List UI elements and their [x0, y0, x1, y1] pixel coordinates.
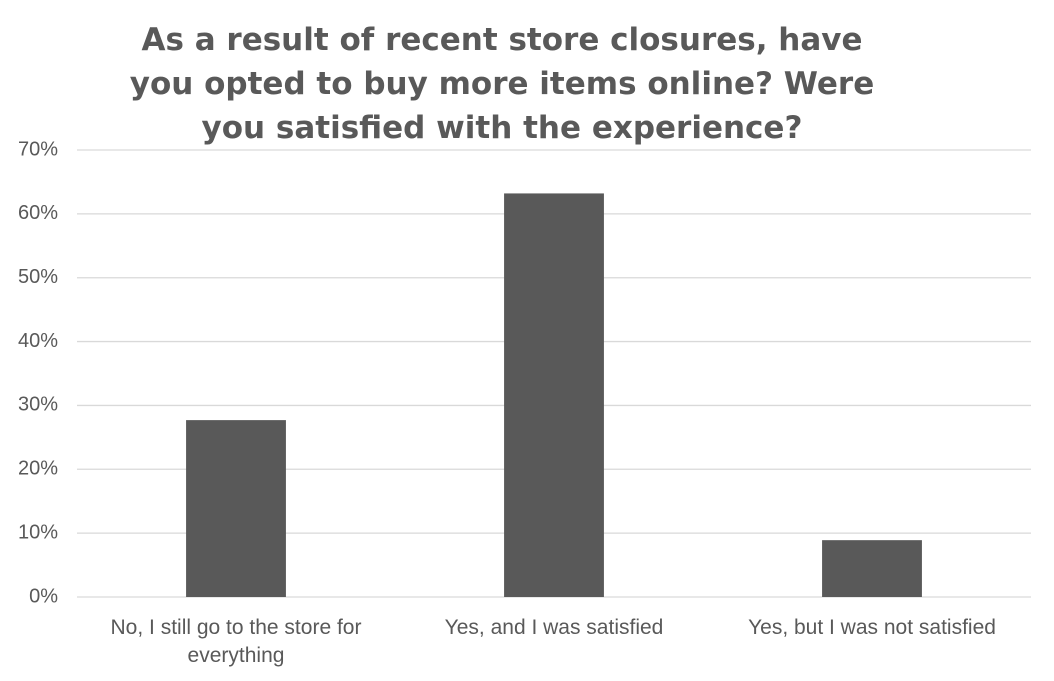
y-tick-label: 70%: [18, 138, 58, 160]
y-tick-label: 50%: [18, 266, 58, 288]
y-tick-label: 0%: [29, 585, 58, 607]
bar: [822, 540, 922, 597]
bar: [186, 420, 286, 597]
x-tick-label: Yes, and I was satisfied: [444, 616, 664, 639]
x-tick-label: No, I still go to the store for everythi…: [110, 616, 362, 667]
y-tick-label: 10%: [18, 521, 58, 543]
y-tick-label: 20%: [18, 458, 58, 480]
y-tick-label: 40%: [18, 330, 58, 352]
bar: [504, 193, 604, 597]
y-tick-label: 60%: [18, 202, 58, 224]
chart-title: As a result of recent store closures, ha…: [129, 22, 875, 146]
y-tick-label: 30%: [18, 394, 58, 416]
x-tick-label: Yes, but I was not satisfied: [748, 616, 996, 639]
